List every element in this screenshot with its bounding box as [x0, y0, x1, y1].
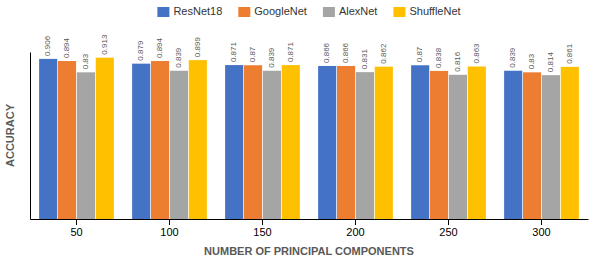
data-label: 0.862 — [379, 43, 388, 64]
data-label: 0.83 — [527, 53, 536, 69]
bar — [263, 71, 281, 219]
bar — [523, 72, 541, 219]
bar — [96, 58, 114, 219]
x-tick-mark — [262, 219, 263, 225]
series — [58, 61, 541, 219]
data-label: 0.839 — [267, 47, 276, 68]
x-tick-label: 100 — [160, 226, 178, 238]
bar — [225, 65, 243, 219]
x-tick: 50 — [70, 219, 82, 238]
legend-item: GoogleNet — [238, 5, 307, 17]
data-label: 0.831 — [360, 49, 369, 70]
data-label: 0.899 — [193, 37, 202, 58]
series — [96, 58, 579, 219]
x-axis: 50 100 150 200 250 300 — [31, 219, 589, 238]
bar — [77, 72, 95, 219]
data-label: 0.839 — [508, 47, 517, 68]
data-label: 0.906 — [43, 35, 52, 56]
x-tick: 200 — [346, 219, 364, 238]
data-label: 0.894 — [62, 37, 71, 58]
bar — [430, 71, 448, 219]
bar — [561, 67, 579, 219]
data-label: 0.894 — [155, 37, 164, 58]
data-label: 0.83 — [81, 53, 90, 69]
bar — [449, 75, 467, 219]
legend-item: ShuffleNet — [393, 5, 460, 17]
data-label: 0.861 — [565, 43, 574, 64]
data-label: 0.838 — [434, 47, 443, 68]
data-labels: 0.906 0.879 0.871 0.866 0.87 0.839 0.894 0.894 0… — [43, 34, 574, 72]
x-tick-label: 50 — [70, 226, 82, 238]
legend-item: AlexNet — [323, 5, 378, 17]
bar — [132, 64, 150, 219]
x-tick: 100 — [160, 219, 178, 238]
bar — [58, 61, 76, 219]
bar — [542, 75, 560, 219]
y-axis — [30, 53, 31, 220]
bar — [504, 71, 522, 219]
x-axis-line — [31, 219, 589, 220]
legend-swatch — [393, 7, 405, 17]
bar — [282, 65, 300, 219]
data-label: 0.879 — [136, 40, 145, 61]
bar — [39, 59, 57, 219]
legend-swatch — [238, 7, 250, 17]
bar — [356, 72, 374, 219]
x-tick-mark — [541, 219, 542, 225]
bar — [337, 66, 355, 219]
legend-swatch — [323, 7, 335, 17]
legend-item: ResNet18 — [157, 5, 222, 17]
series — [77, 71, 560, 219]
legend-swatch — [157, 7, 169, 17]
bar — [244, 65, 262, 219]
bars — [39, 58, 579, 219]
data-label: 0.871 — [286, 42, 295, 63]
data-label: 0.814 — [546, 52, 555, 73]
data-label: 0.913 — [100, 34, 109, 55]
chart: 0.906 0.879 0.871 0.866 0.87 0.839 0.894 0.894 0… — [0, 0, 600, 261]
x-tick-mark — [448, 219, 449, 225]
x-tick-mark — [76, 219, 77, 225]
bar — [170, 71, 188, 219]
x-tick: 150 — [253, 219, 271, 238]
data-label: 0.839 — [174, 47, 183, 68]
x-axis-title: NUMBER OF PRINCIPAL COMPONENTS — [204, 245, 414, 257]
legend-label: ShuffleNet — [409, 5, 460, 17]
data-label: 0.866 — [322, 42, 331, 63]
legend: ResNet18 GoogleNet AlexNet ShuffleNet — [157, 5, 460, 17]
y-axis-title: ACCURACY — [4, 103, 16, 167]
legend-label: AlexNet — [339, 5, 378, 17]
x-tick-label: 300 — [532, 226, 550, 238]
bar — [151, 61, 169, 219]
bar — [411, 65, 429, 219]
bar — [375, 67, 393, 219]
x-tick: 250 — [439, 219, 457, 238]
data-label: 0.816 — [453, 51, 462, 72]
data-label: 0.863 — [472, 43, 481, 64]
legend-label: ResNet18 — [173, 5, 222, 17]
plot: 0.906 0.879 0.871 0.866 0.87 0.839 0.894 0.894 0… — [31, 34, 589, 238]
x-tick-label: 250 — [439, 226, 457, 238]
y-axis-line — [30, 53, 31, 220]
x-tick-label: 200 — [346, 226, 364, 238]
legend-label: GoogleNet — [254, 5, 307, 17]
data-label: 0.871 — [229, 42, 238, 63]
data-label: 0.866 — [341, 42, 350, 63]
data-label: 0.87 — [248, 46, 257, 62]
data-label: 0.87 — [415, 46, 424, 62]
bar — [189, 60, 207, 219]
x-tick: 300 — [532, 219, 550, 238]
x-tick-label: 150 — [253, 226, 271, 238]
x-tick-mark — [355, 219, 356, 225]
x-tick-mark — [169, 219, 170, 225]
bar — [468, 66, 486, 219]
bar — [318, 66, 336, 219]
